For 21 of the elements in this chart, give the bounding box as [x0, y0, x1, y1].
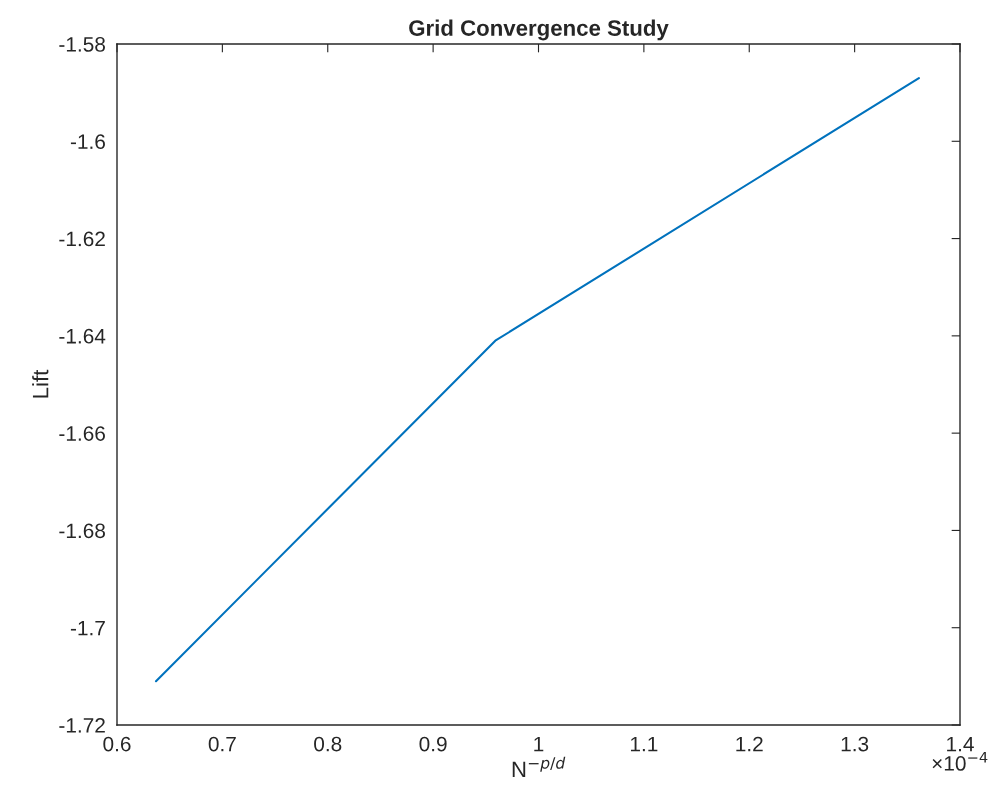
x-tick-label: 1.1	[630, 736, 658, 752]
x-tick-label: 0.8	[314, 736, 342, 752]
x-tick-label: 1.3	[841, 736, 869, 752]
y-tick-label: -1.68	[59, 523, 105, 539]
x-tick-label: 1.4	[947, 736, 974, 752]
text: ×10$^{−4}$	[932, 751, 988, 771]
x-tick-label: 1	[534, 736, 544, 752]
chart-title: Grid Convergence Study	[409, 19, 669, 41]
x-axis-title: N$^{−p/d}$	[512, 756, 566, 778]
y-tick-label: -1.64	[59, 328, 106, 344]
y-tick-label: -1.66	[59, 426, 105, 441]
y-tick-label: -1.58	[59, 37, 105, 52]
x-tick-label: 0.7	[208, 736, 236, 752]
x-tick-label: 0.9	[419, 736, 447, 752]
y-tick-label: -1.62	[59, 231, 105, 247]
y-tick-label: -1.7	[70, 620, 105, 636]
x-tick-label: 1.2	[736, 736, 763, 752]
y-tick-label: -1.72	[59, 718, 105, 733]
y-axis-title: Lift	[32, 369, 49, 398]
y-tick-label: -1.6	[70, 134, 105, 150]
x-tick-label: 0.6	[103, 736, 131, 752]
